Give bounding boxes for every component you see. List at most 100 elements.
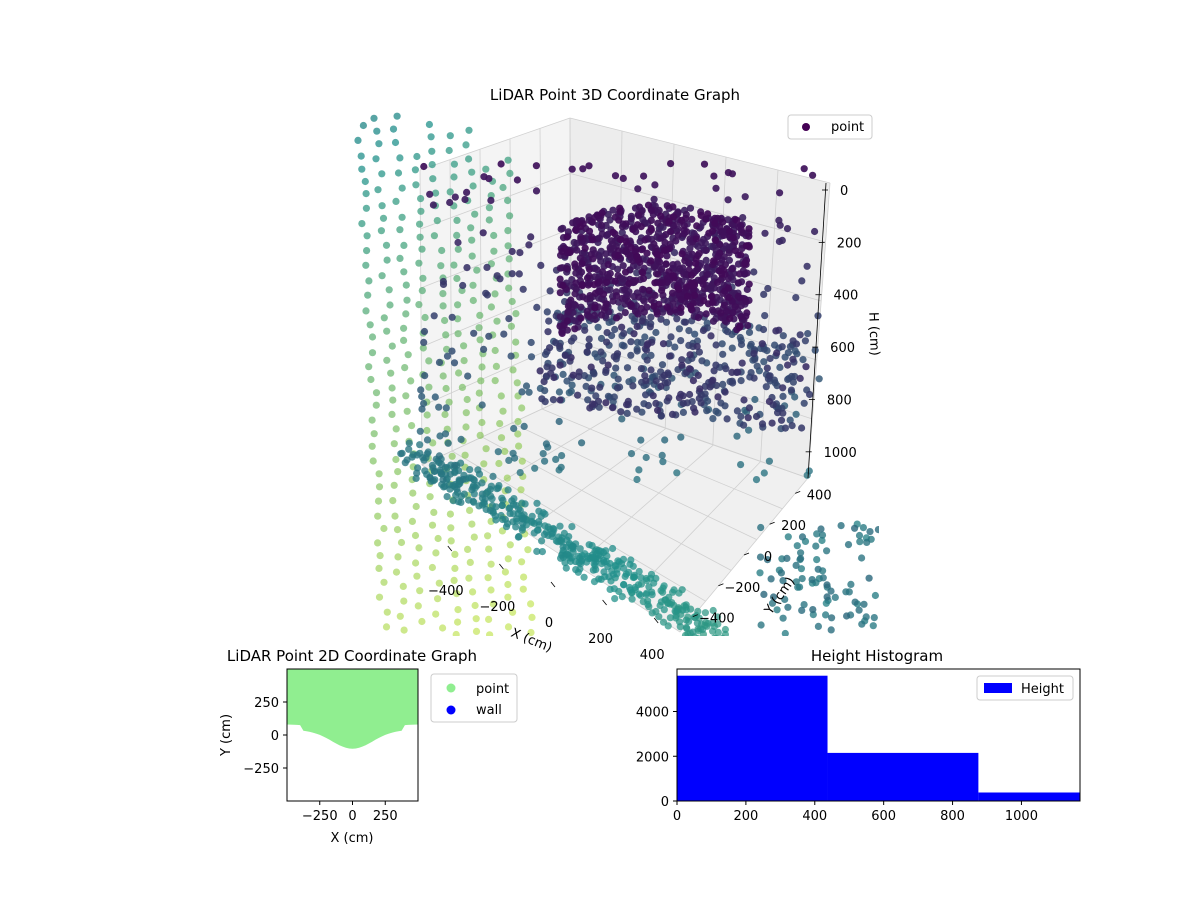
data-point-3d bbox=[472, 627, 481, 636]
data-point-3d bbox=[751, 395, 759, 404]
grid-line bbox=[419, 169, 423, 466]
data-point-3d bbox=[478, 418, 486, 427]
data-point-3d bbox=[685, 365, 694, 373]
data-point-3d bbox=[525, 241, 533, 249]
data-point-3d bbox=[392, 425, 400, 433]
histogram-axes: 0 200 400 600 800 1000 0 2000 4000 bbox=[636, 706, 1038, 824]
data-point-3d bbox=[736, 270, 744, 278]
data-point-3d bbox=[756, 553, 765, 561]
data-point-3d bbox=[752, 476, 761, 484]
data-point-3d bbox=[693, 306, 701, 314]
y-tick-label-hist: 2000 bbox=[636, 750, 669, 765]
data-point-3d bbox=[734, 292, 742, 300]
data-point-3d bbox=[842, 588, 850, 596]
x-tick bbox=[447, 545, 453, 552]
data-point-3d bbox=[548, 530, 556, 538]
data-point-3d bbox=[692, 235, 700, 243]
data-point-3d bbox=[461, 195, 469, 204]
data-point-3d bbox=[699, 626, 707, 634]
data-point-3d bbox=[678, 361, 686, 369]
data-point-3d bbox=[874, 526, 879, 534]
legend-2d-wall-label: wall bbox=[476, 703, 502, 718]
data-point-3d bbox=[761, 229, 769, 237]
data-point-3d bbox=[614, 272, 622, 280]
data-point-3d bbox=[478, 490, 486, 498]
data-point-3d bbox=[745, 426, 753, 434]
data-point-3d bbox=[369, 457, 377, 465]
data-point-3d bbox=[498, 515, 507, 524]
data-point-3d bbox=[703, 270, 711, 279]
data-point-3d bbox=[527, 628, 535, 636]
data-point-3d bbox=[722, 307, 731, 315]
data-point-3d bbox=[504, 227, 512, 235]
data-point-3d bbox=[585, 335, 593, 343]
data-point-3d bbox=[756, 569, 764, 577]
data-point-3d bbox=[741, 260, 749, 268]
data-point-3d bbox=[638, 408, 646, 416]
y-tick bbox=[769, 521, 775, 525]
data-point-3d bbox=[437, 262, 445, 270]
data-point-3d bbox=[563, 550, 571, 558]
data-point-3d bbox=[482, 445, 490, 453]
grid-line bbox=[420, 173, 571, 230]
data-point-3d bbox=[665, 394, 673, 402]
data-point-3d bbox=[405, 439, 413, 447]
data-point-3d bbox=[635, 293, 643, 301]
data-point-3d bbox=[752, 412, 761, 421]
data-point-3d bbox=[741, 193, 749, 201]
data-point-3d bbox=[851, 524, 859, 532]
data-point-3d bbox=[540, 530, 549, 539]
data-point-3d bbox=[753, 362, 761, 370]
data-point-3d bbox=[464, 545, 472, 554]
data-point-3d bbox=[388, 384, 396, 392]
x-tick-label-2d: 0 bbox=[348, 809, 356, 824]
data-point-3d bbox=[633, 405, 641, 413]
data-point-3d bbox=[598, 230, 606, 238]
data-point-3d bbox=[806, 390, 814, 399]
data-point-3d bbox=[378, 170, 386, 178]
data-point-3d bbox=[522, 382, 531, 390]
data-point-3d bbox=[627, 450, 636, 458]
data-point-3d bbox=[737, 340, 746, 349]
data-point-3d bbox=[724, 328, 732, 336]
data-point-3d bbox=[504, 623, 513, 631]
data-point-3d bbox=[773, 349, 781, 357]
data-point-3d bbox=[398, 184, 406, 192]
data-point-3d bbox=[401, 364, 409, 372]
data-point-3d bbox=[822, 611, 830, 619]
data-point-3d bbox=[374, 512, 382, 520]
data-point-3d bbox=[779, 577, 787, 585]
data-point-3d bbox=[497, 392, 505, 400]
data-point-3d bbox=[797, 555, 805, 563]
data-point-3d bbox=[595, 575, 603, 583]
data-point-3d bbox=[449, 497, 457, 505]
legend-2d-wall-marker bbox=[446, 705, 456, 715]
data-point-3d bbox=[403, 407, 411, 415]
data-point-3d bbox=[625, 583, 634, 592]
histogram-bar bbox=[827, 752, 979, 801]
data-point-3d bbox=[578, 282, 586, 290]
data-point-3d bbox=[718, 340, 726, 348]
data-point-3d bbox=[645, 286, 653, 294]
y-tick-label-2d: 0 bbox=[271, 729, 279, 744]
data-point-3d bbox=[454, 315, 462, 323]
data-point-3d bbox=[647, 570, 656, 578]
data-point-3d bbox=[700, 160, 709, 168]
data-point-3d bbox=[516, 469, 524, 477]
data-point-3d bbox=[552, 455, 560, 463]
data-point-3d bbox=[685, 327, 693, 335]
data-point-3d bbox=[799, 356, 807, 364]
data-point-3d bbox=[457, 435, 465, 443]
data-point-3d bbox=[611, 277, 619, 285]
data-point-3d bbox=[372, 155, 380, 163]
data-point-3d bbox=[871, 591, 879, 600]
data-point-3d bbox=[400, 324, 408, 332]
data-point-3d bbox=[663, 202, 671, 210]
data-point-3d bbox=[659, 308, 667, 316]
data-point-3d bbox=[597, 552, 605, 560]
data-point-3d bbox=[366, 321, 374, 329]
data-point-3d bbox=[661, 436, 669, 444]
data-point-3d bbox=[784, 533, 792, 541]
data-point-3d bbox=[644, 201, 653, 209]
data-point-3d bbox=[475, 324, 483, 332]
